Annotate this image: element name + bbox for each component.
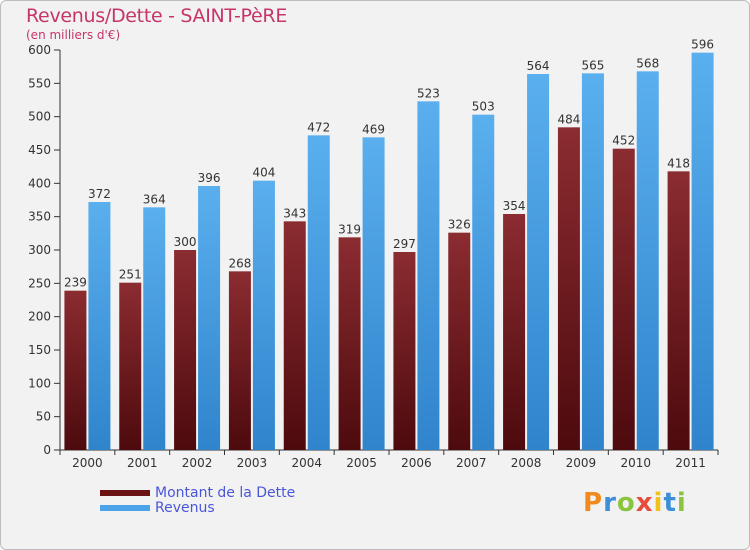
y-tick-label: 300 bbox=[28, 243, 51, 257]
data-label: 418 bbox=[667, 156, 690, 170]
data-label: 452 bbox=[612, 134, 635, 148]
bar-debt bbox=[448, 232, 471, 450]
x-tick-label: 2002 bbox=[182, 456, 213, 470]
y-tick-label: 600 bbox=[28, 43, 51, 57]
logo-letter: i bbox=[653, 488, 664, 518]
legend-label-revenue: Revenus bbox=[155, 500, 215, 516]
bar-debt bbox=[503, 214, 526, 450]
x-tick-label: 2007 bbox=[456, 456, 487, 470]
data-label: 268 bbox=[228, 256, 251, 270]
y-tick-label: 450 bbox=[28, 143, 51, 157]
bar-revenue bbox=[143, 207, 166, 450]
x-tick-label: 2005 bbox=[346, 456, 377, 470]
bar-debt bbox=[228, 271, 251, 450]
bar-revenue bbox=[362, 137, 385, 451]
x-tick-label: 2008 bbox=[511, 456, 542, 470]
data-label: 596 bbox=[691, 38, 714, 52]
bar-revenue bbox=[307, 135, 330, 451]
data-label: 396 bbox=[198, 171, 221, 185]
bar-debt bbox=[557, 127, 580, 450]
y-tick-label: 400 bbox=[28, 176, 51, 190]
data-label: 343 bbox=[283, 206, 306, 220]
bar-revenue bbox=[252, 180, 275, 450]
y-tick-label: 50 bbox=[36, 410, 51, 424]
bar-revenue bbox=[417, 101, 440, 450]
logo-letter: r bbox=[603, 488, 617, 518]
bar-revenue bbox=[691, 52, 714, 451]
logo-letter: P bbox=[583, 488, 604, 518]
y-tick-label: 550 bbox=[28, 76, 51, 90]
logo-letter: o bbox=[616, 488, 636, 518]
bar-debt bbox=[64, 290, 87, 450]
data-label: 372 bbox=[88, 187, 111, 201]
logo-letter: t bbox=[663, 488, 677, 518]
bar-debt bbox=[338, 237, 361, 450]
data-label: 564 bbox=[527, 59, 550, 73]
y-tick-label: 500 bbox=[28, 110, 51, 124]
bar-revenue bbox=[198, 186, 221, 450]
y-tick-label: 150 bbox=[28, 343, 51, 357]
data-label: 326 bbox=[448, 218, 471, 232]
x-tick-label: 2001 bbox=[127, 456, 158, 470]
x-tick-label: 2000 bbox=[72, 456, 103, 470]
chart-subtitle: (en milliers d'€) bbox=[26, 28, 121, 42]
bar-debt bbox=[119, 282, 142, 450]
data-label: 354 bbox=[503, 199, 526, 213]
data-label: 319 bbox=[338, 222, 361, 236]
bar-debt bbox=[612, 148, 635, 450]
data-label: 239 bbox=[64, 276, 87, 290]
logo-letter: i bbox=[676, 488, 687, 518]
x-tick-label: 2006 bbox=[401, 456, 432, 470]
x-tick-label: 2009 bbox=[566, 456, 597, 470]
y-tick-label: 0 bbox=[43, 443, 51, 457]
chart-title: Revenus/Dette - SAINT-PèRE bbox=[26, 5, 288, 27]
x-tick-label: 2004 bbox=[291, 456, 322, 470]
data-label: 568 bbox=[636, 56, 659, 70]
data-label: 364 bbox=[143, 192, 166, 206]
bar-debt bbox=[667, 171, 690, 451]
y-tick-label: 100 bbox=[28, 376, 51, 390]
data-label: 523 bbox=[417, 86, 440, 100]
x-tick-label: 2003 bbox=[237, 456, 268, 470]
bar-debt bbox=[283, 221, 306, 450]
bar-debt bbox=[393, 252, 416, 450]
x-tick-label: 2010 bbox=[620, 456, 651, 470]
data-label: 472 bbox=[307, 120, 330, 134]
legend-label-debt: Montant de la Dette bbox=[155, 485, 296, 501]
bar-debt bbox=[174, 250, 197, 450]
y-tick-label: 250 bbox=[28, 276, 51, 290]
legend-swatch-revenue bbox=[100, 505, 150, 511]
bar-revenue bbox=[581, 73, 604, 450]
data-label: 251 bbox=[119, 268, 142, 282]
y-tick-label: 350 bbox=[28, 210, 51, 224]
legend-swatch-debt bbox=[100, 490, 150, 496]
y-tick-label: 200 bbox=[28, 310, 51, 324]
data-label: 404 bbox=[252, 166, 275, 180]
bar-revenue bbox=[527, 74, 550, 450]
x-tick-label: 2011 bbox=[675, 456, 706, 470]
data-label: 297 bbox=[393, 237, 416, 251]
data-label: 503 bbox=[472, 100, 495, 114]
data-label: 469 bbox=[362, 122, 385, 136]
proxiti-logo: Proxiti bbox=[583, 488, 687, 518]
data-label: 300 bbox=[174, 235, 197, 249]
bar-revenue bbox=[88, 202, 111, 450]
data-label: 484 bbox=[557, 112, 580, 126]
data-label: 565 bbox=[581, 58, 604, 72]
bar-revenue bbox=[472, 114, 495, 451]
bar-revenue bbox=[636, 71, 659, 450]
logo-letter: x bbox=[635, 488, 654, 518]
